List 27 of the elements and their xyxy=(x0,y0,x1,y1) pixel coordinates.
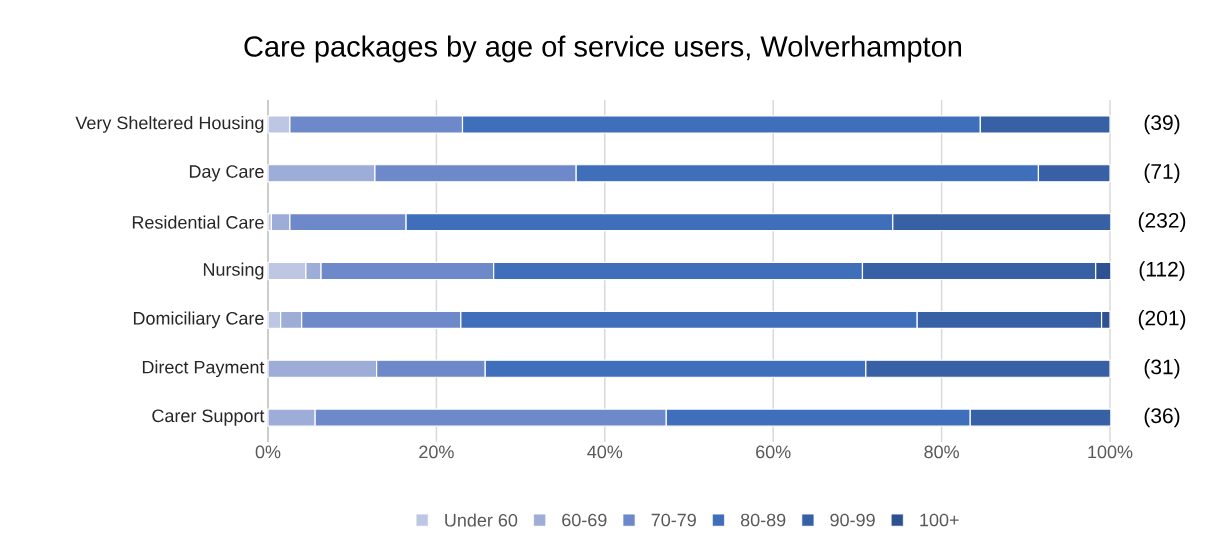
chart-title: Care packages by age of service users, Wolverhampton xyxy=(244,35,962,63)
x-tick-label: 80% xyxy=(924,445,959,459)
legend-label: Under 60 xyxy=(445,513,518,527)
x-tick-label: 0% xyxy=(255,445,281,459)
text: (31) xyxy=(1144,358,1180,379)
y-tick-label: Domiciliary Care xyxy=(133,311,264,329)
y-tick-label: Day Care xyxy=(189,165,264,182)
legend-label: 60-69 xyxy=(562,513,607,527)
text: (36) xyxy=(1144,407,1180,428)
text: (232) xyxy=(1138,212,1186,232)
text: (71) xyxy=(1144,163,1180,184)
y-tick-label: Direct Payment xyxy=(142,360,265,378)
text: (201) xyxy=(1138,310,1186,330)
x-tick-label: 40% xyxy=(587,445,623,459)
text: (39) xyxy=(1144,114,1180,135)
x-tick-label: 60% xyxy=(756,445,791,459)
legend-label: 80-89 xyxy=(740,513,786,527)
y-tick-label: Residential Care xyxy=(132,215,264,229)
text: (112) xyxy=(1139,261,1185,281)
y-tick-label: Nursing xyxy=(203,262,264,280)
x-tick-label: 20% xyxy=(419,445,454,459)
y-tick-label: Very Sheltered Housing xyxy=(75,116,264,133)
legend-label: 70-79 xyxy=(651,513,696,527)
y-tick-label: Carer Support xyxy=(152,409,265,426)
x-tick-label: 100% xyxy=(1088,445,1133,459)
legend-label: 100+ xyxy=(920,513,959,527)
legend-label: 90-99 xyxy=(830,513,875,527)
